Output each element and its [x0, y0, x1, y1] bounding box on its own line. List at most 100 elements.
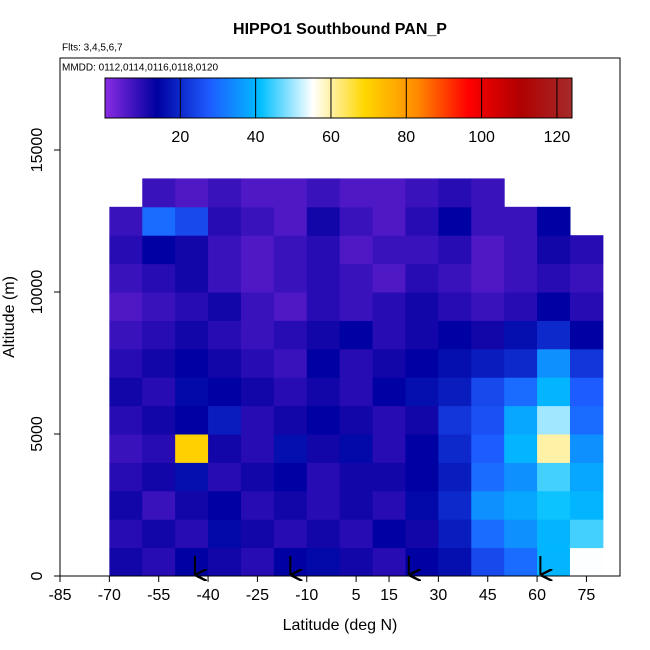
heatmap-cell — [273, 263, 308, 293]
x-tick-label: 30 — [429, 587, 447, 604]
heatmap-cells — [109, 178, 604, 577]
heatmap-cell — [339, 320, 374, 350]
heatmap-cell — [109, 235, 143, 265]
heatmap-cell — [438, 206, 472, 236]
heatmap-cell — [504, 263, 538, 293]
heatmap-cell — [273, 434, 308, 463]
heatmap-cell — [504, 462, 538, 492]
heatmap-cell — [175, 405, 209, 435]
heatmap-cell — [504, 292, 538, 321]
heatmap-cell — [471, 377, 505, 407]
heatmap-cell — [438, 292, 472, 321]
heatmap-cell — [273, 348, 308, 378]
heatmap-cell — [306, 405, 341, 435]
heatmap-cell — [240, 462, 275, 492]
heatmap-cell — [537, 519, 571, 549]
heatmap-cell — [405, 348, 439, 378]
x-tick-label: -70 — [98, 587, 121, 604]
colorbar-tick-label: 100 — [468, 129, 495, 146]
heatmap-cell — [504, 377, 538, 407]
heatmap-cell — [438, 547, 472, 577]
x-tick-label: -40 — [196, 587, 219, 604]
heatmap-cell — [438, 519, 472, 549]
heatmap-cell — [339, 206, 374, 236]
x-tick-label: 15 — [380, 587, 398, 604]
heatmap-cell — [109, 263, 143, 293]
annotation: MMDD: 0112,0114,0116,0118,0120 — [62, 63, 218, 74]
heatmap-cell — [109, 405, 143, 435]
heatmap-cell — [109, 462, 143, 492]
heatmap-cell — [405, 206, 439, 236]
plot-frame — [59, 57, 621, 577]
heatmap-cell — [569, 377, 604, 407]
heatmap-cell — [306, 235, 341, 265]
heatmap-cell — [438, 263, 472, 293]
heatmap-cell — [273, 490, 308, 520]
x-tick-label: 45 — [479, 587, 497, 604]
heatmap-cell — [537, 320, 571, 350]
heatmap-cell — [208, 263, 242, 293]
heatmap-cell — [142, 320, 176, 350]
heatmap-cell — [240, 263, 275, 293]
heatmap-cell — [569, 462, 604, 492]
heatmap-cell — [471, 178, 505, 208]
heatmap-cell — [208, 348, 242, 378]
heatmap-cell — [240, 235, 275, 265]
heatmap-cell — [208, 377, 242, 407]
heatmap-cell — [537, 292, 571, 321]
heatmap-cell — [339, 547, 374, 577]
heatmap-cell — [569, 348, 604, 378]
heatmap-cell — [175, 178, 209, 208]
heatmap-cell — [109, 377, 143, 407]
heatmap-cell — [306, 377, 341, 407]
x-tick-label: -55 — [147, 587, 170, 604]
heatmap-cell — [339, 490, 374, 520]
heatmap-cell — [504, 206, 538, 236]
heatmap-cell — [569, 235, 604, 265]
heatmap-cell — [208, 235, 242, 265]
heatmap-cell — [504, 434, 538, 463]
heatmap-cell — [240, 519, 275, 549]
heatmap-cell — [372, 320, 406, 350]
heatmap-cell — [142, 519, 176, 549]
heatmap-cell — [471, 547, 505, 577]
heatmap-cell — [208, 292, 242, 321]
heatmap-cell — [142, 405, 176, 435]
heatmap-cell — [438, 377, 472, 407]
heatmap-cell — [109, 206, 143, 236]
x-tick-label: 5 — [352, 587, 361, 604]
heatmap-cell — [405, 377, 439, 407]
heatmap-cell — [504, 547, 538, 577]
heatmap-cell — [142, 462, 176, 492]
heatmap-cell — [471, 292, 505, 321]
heatmap-cell — [405, 462, 439, 492]
heatmap-cell — [306, 348, 341, 378]
heatmap-cell — [537, 490, 571, 520]
heatmap-cell — [208, 320, 242, 350]
colorbar-tick-label: 80 — [397, 129, 415, 146]
heatmap-cell — [438, 348, 472, 378]
heatmap-cell — [240, 320, 275, 350]
x-tick-label: 60 — [528, 587, 546, 604]
heatmap-cell — [339, 462, 374, 492]
heatmap-cell — [339, 235, 374, 265]
heatmap-cell — [175, 320, 209, 350]
heatmap-cell — [339, 263, 374, 293]
y-tick-label: 5000 — [29, 416, 46, 452]
heatmap-cell — [405, 235, 439, 265]
heatmap-cell — [569, 547, 604, 577]
heatmap-cell — [240, 434, 275, 463]
heatmap-cell — [405, 547, 439, 577]
heatmap-cell — [372, 178, 406, 208]
colorbar-tick-label: 120 — [544, 129, 571, 146]
heatmap-cell — [273, 320, 308, 350]
heatmap-cell — [175, 547, 209, 577]
heatmap-cell — [405, 320, 439, 350]
heatmap-cell — [471, 405, 505, 435]
heatmap-cell — [372, 377, 406, 407]
heatmap-cell — [471, 235, 505, 265]
heatmap-cell — [504, 320, 538, 350]
heatmap-cell — [438, 462, 472, 492]
heatmap-cell — [569, 292, 604, 321]
heatmap-cell — [109, 547, 143, 577]
